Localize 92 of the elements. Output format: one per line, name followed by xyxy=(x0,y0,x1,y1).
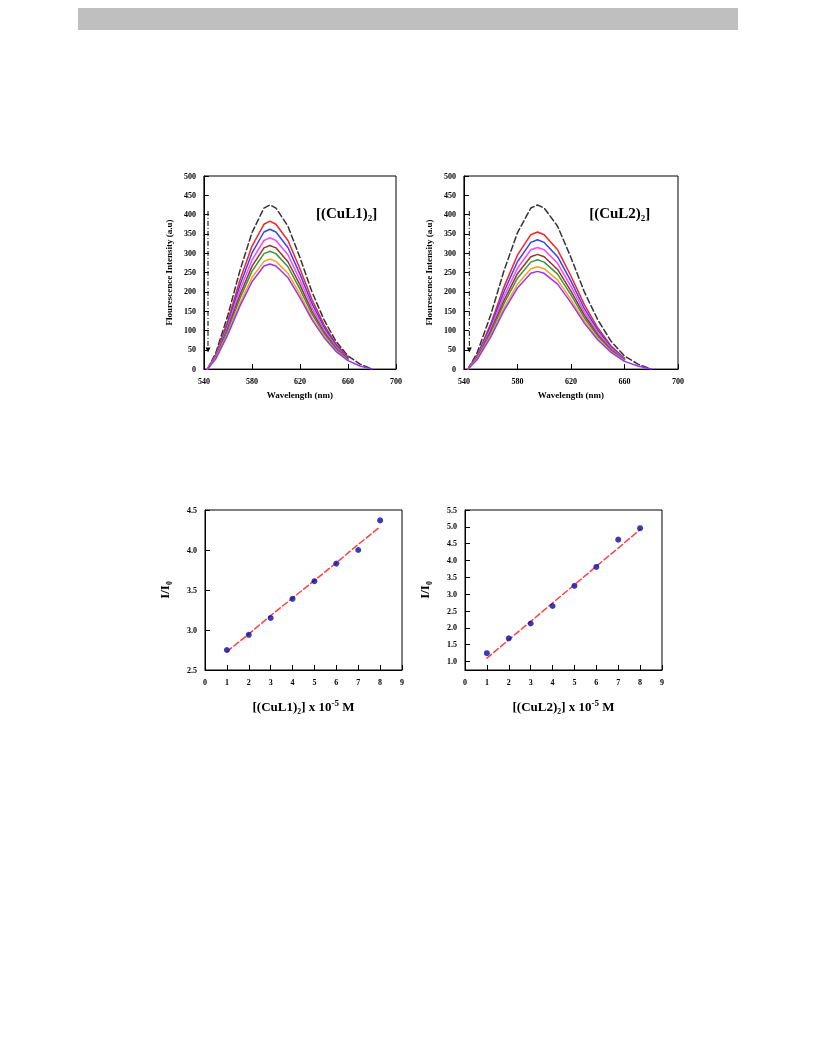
x-tick-label: 660 xyxy=(618,376,631,386)
y-tick-label: 0 xyxy=(451,364,456,374)
x-axis-title: Wavelength (nm) xyxy=(537,389,605,400)
x-tick-label: 700 xyxy=(672,376,684,386)
y-tick-label: 5.5 xyxy=(447,505,457,515)
annotation: [(CuL2)₂] xyxy=(589,204,651,222)
y-tick-label: 3.5 xyxy=(447,572,457,582)
x-tick-label: 580 xyxy=(511,376,524,386)
y-tick-label: 4.0 xyxy=(187,545,197,555)
y-tick-label: 2.5 xyxy=(447,606,457,616)
y-tick-label: 1.5 xyxy=(447,640,457,650)
x-tick-label: 9 xyxy=(400,677,404,687)
y-tick-label: 150 xyxy=(443,306,456,316)
point xyxy=(483,650,490,657)
x-tick-label: 2 xyxy=(246,677,251,687)
y-tick-label: 2.5 xyxy=(187,665,197,675)
point xyxy=(267,615,274,621)
x-tick-label: 6 xyxy=(334,677,339,687)
x-tick-label: 5 xyxy=(572,677,577,687)
y-tick-label: 300 xyxy=(183,248,196,258)
x-tick-label: 6 xyxy=(594,677,599,687)
y-tick-label: 3.5 xyxy=(187,585,197,595)
y-tick-label: 500 xyxy=(183,171,196,181)
x-tick-label: 540 xyxy=(457,376,470,386)
y-tick-label: 50 xyxy=(447,345,456,355)
point xyxy=(637,525,644,532)
y-tick-label: 4.0 xyxy=(447,556,457,566)
point xyxy=(593,563,600,570)
y-tick-label: 100 xyxy=(443,325,456,335)
x-tick-label: 580 xyxy=(245,376,258,386)
y-tick-label: 3.0 xyxy=(187,625,197,635)
x-tick-label: 540 xyxy=(197,376,210,386)
x-tick-label: 7 xyxy=(356,677,361,687)
point xyxy=(571,582,578,589)
x-tick-label: 2 xyxy=(506,677,511,687)
x-tick-label: 9 xyxy=(660,677,664,687)
y-tick-label: 200 xyxy=(443,287,456,297)
y-tick-label: 4.5 xyxy=(187,505,197,515)
x-tick-label: 7 xyxy=(616,677,621,687)
y-tick-label: 300 xyxy=(443,248,456,258)
y-tick-label: 450 xyxy=(443,190,456,200)
y-tick-label: 200 xyxy=(183,287,196,297)
y-axis-title: Flourescence Intensity (a.u) xyxy=(163,219,174,326)
y-tick-label: 1.0 xyxy=(447,657,457,667)
line-series xyxy=(467,270,652,370)
point xyxy=(377,517,384,524)
y-tick-label: 2.0 xyxy=(447,623,457,633)
x-tick-label: 4 xyxy=(290,677,295,687)
y-tick-label: 0 xyxy=(191,364,196,374)
y-tick-label: 3.0 xyxy=(447,589,457,599)
y-tick-label: 250 xyxy=(443,268,456,278)
y-tick-label: 4.5 xyxy=(447,539,457,549)
x-tick-label: 1 xyxy=(224,677,229,687)
point xyxy=(333,560,340,567)
y-tick-label: 100 xyxy=(183,325,196,335)
x-tick-label: 1 xyxy=(484,677,489,687)
y-axis-title: I/I₀ xyxy=(157,581,172,599)
x-tick-label: 3 xyxy=(528,677,533,687)
y-axis-title: Flourescence Intensity (a.u) xyxy=(423,219,434,326)
line-series xyxy=(206,263,373,370)
x-tick-label: 620 xyxy=(293,376,306,386)
x-tick-label: 4 xyxy=(550,677,555,687)
y-tick-label: 500 xyxy=(443,171,456,181)
point xyxy=(505,635,512,642)
x-tick-label: 620 xyxy=(564,376,577,386)
y-tick-label: 350 xyxy=(443,229,456,239)
point xyxy=(289,595,296,602)
x-tick-label: 0 xyxy=(203,677,207,687)
x-tick-label: 8 xyxy=(638,677,643,687)
x-axis-title: Wavelength (nm) xyxy=(266,389,334,400)
y-tick-label: 400 xyxy=(183,210,196,220)
y-tick-label: 50 xyxy=(187,345,196,355)
x-tick-label: 0 xyxy=(463,677,467,687)
point xyxy=(355,547,362,553)
point xyxy=(223,647,230,653)
x-tick-label: 5 xyxy=(312,677,317,687)
point xyxy=(245,631,252,638)
x-tick-label: 700 xyxy=(390,376,402,386)
y-axis-title: I/I₀ xyxy=(417,581,432,599)
annotation: [(CuL1)₂] xyxy=(316,204,378,222)
x-tick-label: 3 xyxy=(268,677,273,687)
y-tick-label: 350 xyxy=(183,229,196,239)
y-tick-label: 450 xyxy=(183,190,196,200)
point xyxy=(615,536,622,543)
x-tick-label: 8 xyxy=(378,677,383,687)
y-tick-label: 5.0 xyxy=(447,522,457,532)
point xyxy=(311,578,318,585)
y-tick-label: 150 xyxy=(183,306,196,316)
point xyxy=(549,603,556,609)
y-tick-label: 250 xyxy=(183,268,196,278)
y-tick-label: 400 xyxy=(443,210,456,220)
x-tick-label: 660 xyxy=(341,376,354,386)
